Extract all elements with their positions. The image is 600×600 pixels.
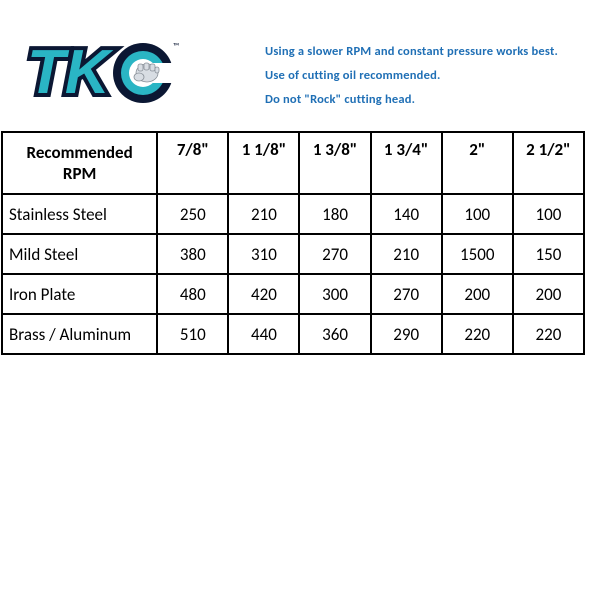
header-line1: Recommended <box>3 142 156 163</box>
table-row: Iron Plate 480 420 300 270 200 200 <box>2 274 584 314</box>
logo-tk-fill: TK <box>27 38 114 107</box>
row-label: Mild Steel <box>2 234 157 274</box>
cell: 220 <box>442 314 513 354</box>
header-line2: RPM <box>3 163 156 184</box>
logo-tm: ™ <box>173 41 179 52</box>
row-label: Stainless Steel <box>2 194 157 234</box>
col-size-2: 1 3/8" <box>299 132 370 194</box>
cell: 420 <box>228 274 299 314</box>
cell: 270 <box>299 234 370 274</box>
cell: 300 <box>299 274 370 314</box>
cell: 180 <box>299 194 370 234</box>
table-row: Mild Steel 380 310 270 210 1500 150 <box>2 234 584 274</box>
col-size-3: 1 3/4" <box>371 132 442 194</box>
cell: 210 <box>371 234 442 274</box>
col-size-0: 7/8" <box>157 132 228 194</box>
col-size-4: 2" <box>442 132 513 194</box>
fist-icon <box>134 63 159 82</box>
cell: 200 <box>513 274 584 314</box>
col-size-5: 2 1/2" <box>513 132 584 194</box>
cell: 380 <box>157 234 228 274</box>
cell: 1500 <box>442 234 513 274</box>
cell: 510 <box>157 314 228 354</box>
usage-notes: Using a slower RPM and constant pressure… <box>265 35 558 111</box>
cell: 200 <box>442 274 513 314</box>
rpm-table: Recommended RPM 7/8" 1 1/8" 1 3/8" 1 3/4… <box>1 131 585 355</box>
cell: 290 <box>371 314 442 354</box>
cell: 100 <box>442 194 513 234</box>
cell: 480 <box>157 274 228 314</box>
row-label: Iron Plate <box>2 274 157 314</box>
note-line: Do not "Rock" cutting head. <box>265 88 558 112</box>
table-row: Brass / Aluminum 510 440 360 290 220 220 <box>2 314 584 354</box>
cell: 140 <box>371 194 442 234</box>
cell: 310 <box>228 234 299 274</box>
cell: 220 <box>513 314 584 354</box>
row-label: Brass / Aluminum <box>2 314 157 354</box>
cell: 360 <box>299 314 370 354</box>
cell: 440 <box>228 314 299 354</box>
cell: 150 <box>513 234 584 274</box>
cell: 210 <box>228 194 299 234</box>
table-row: Stainless Steel 250 210 180 140 100 100 <box>2 194 584 234</box>
tkc-logo: TK TK ™ <box>25 35 190 110</box>
cell: 270 <box>371 274 442 314</box>
header-region: TK TK ™ Using <box>0 0 600 121</box>
col-size-1: 1 1/8" <box>228 132 299 194</box>
cell: 250 <box>157 194 228 234</box>
header-recommended-rpm: Recommended RPM <box>2 132 157 194</box>
note-line: Using a slower RPM and constant pressure… <box>265 40 558 64</box>
table-header-row: Recommended RPM 7/8" 1 1/8" 1 3/8" 1 3/4… <box>2 132 584 194</box>
note-line: Use of cutting oil recommended. <box>265 64 558 88</box>
cell: 100 <box>513 194 584 234</box>
